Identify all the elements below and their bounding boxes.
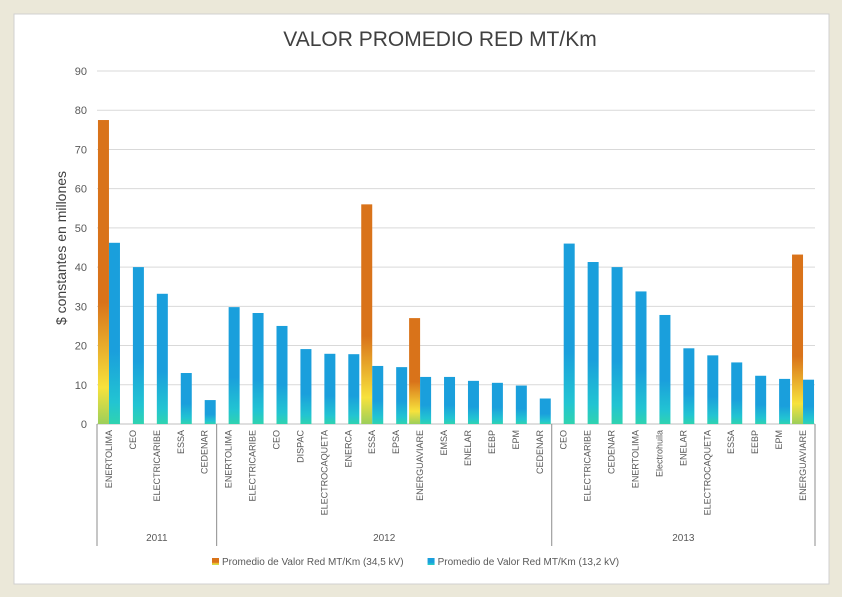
bar [228,307,240,424]
y-tick-label: 70 [75,144,87,156]
bar [156,293,168,424]
chart-title: VALOR PROMEDIO RED MT/Km [283,28,596,51]
x-tick-label: ESSA [367,430,377,454]
group-label: 2013 [672,533,695,544]
bar [252,313,264,424]
x-tick-label: ENELAR [463,430,473,467]
bar [204,400,216,424]
x-tick-label: CEO [272,430,282,450]
x-tick-label: CEO [128,430,138,450]
y-tick-label: 20 [75,341,87,353]
y-tick-label: 30 [75,301,87,313]
legend-swatch [427,558,435,565]
bar [276,325,288,424]
bar [779,378,791,424]
y-tick-label: 80 [75,105,87,117]
x-tick-label: ELECTRICARIBE [152,430,162,502]
x-tick-label: CEDENAR [607,430,617,475]
x-tick-label: ELECTROCAQUETA [319,430,329,515]
bar [635,291,647,424]
bar [180,373,192,424]
bar [467,380,479,424]
x-tick-label: ELECTROCAQUETA [702,430,712,515]
y-tick-label: 50 [75,223,87,235]
x-tick-label: Electrohuila [654,430,664,477]
x-tick-label: EEBP [750,430,760,454]
bar [563,243,575,424]
y-tick-label: 10 [75,380,87,392]
y-tick-label: 60 [75,184,87,196]
x-tick-label: ESSA [726,430,736,454]
bar [611,267,623,424]
x-tick-label: ENERGUAVIARE [798,430,808,501]
x-tick-label: DISPAC [295,430,305,463]
x-tick-label: ENERCA [343,430,353,468]
bar [792,254,804,424]
x-tick-label: ESSA [176,430,186,454]
bar [707,355,719,424]
chart-area [13,13,830,585]
bar [420,376,432,424]
bar [444,376,456,424]
bar [515,385,527,424]
bar [348,354,360,424]
bar [755,375,767,424]
bar [491,382,503,424]
bar [731,362,743,424]
x-tick-label: ENERTOLIMA [224,430,234,488]
bar [132,267,144,424]
bar [683,348,695,424]
y-tick-label: 40 [75,262,87,274]
y-axis-label: $ constantes en millones [53,171,69,325]
group-label: 2012 [373,533,396,544]
legend-label: Promedio de Valor Red MT/Km (34,5 kV) [222,557,404,568]
bar [803,379,815,424]
bar [372,365,384,424]
x-tick-label: ENELAR [678,430,688,467]
x-tick-label: EPSA [391,430,401,454]
bar [659,314,671,424]
bar [409,318,421,424]
x-tick-label: ENERGUAVIARE [415,430,425,501]
x-tick-label: EPM [774,430,784,450]
group-label: 2011 [146,533,168,544]
x-tick-label: ENERTOLIMA [631,430,641,488]
x-tick-label: CEO [559,430,569,450]
x-tick-label: EEBP [487,430,497,454]
bar [396,367,408,424]
x-tick-label: ENERTOLIMA [104,430,114,488]
bar [108,242,120,424]
bar [300,349,312,424]
x-tick-label: ELECTRICARIBE [583,430,593,502]
x-tick-label: CEDENAR [535,430,545,475]
x-tick-label: CEDENAR [200,430,210,475]
x-tick-label: EMSA [439,430,449,456]
legend-swatch [212,558,219,565]
bar [587,262,599,424]
y-tick-label: 90 [75,66,87,78]
bar [324,353,336,424]
bar [97,120,109,425]
bar [361,204,373,424]
x-tick-label: ELECTRICARIBE [248,430,258,502]
legend-label: Promedio de Valor Red MT/Km (13,2 kV) [438,557,620,568]
x-tick-label: EPM [511,430,521,450]
bar [539,398,551,424]
y-tick-label: 0 [81,419,87,431]
